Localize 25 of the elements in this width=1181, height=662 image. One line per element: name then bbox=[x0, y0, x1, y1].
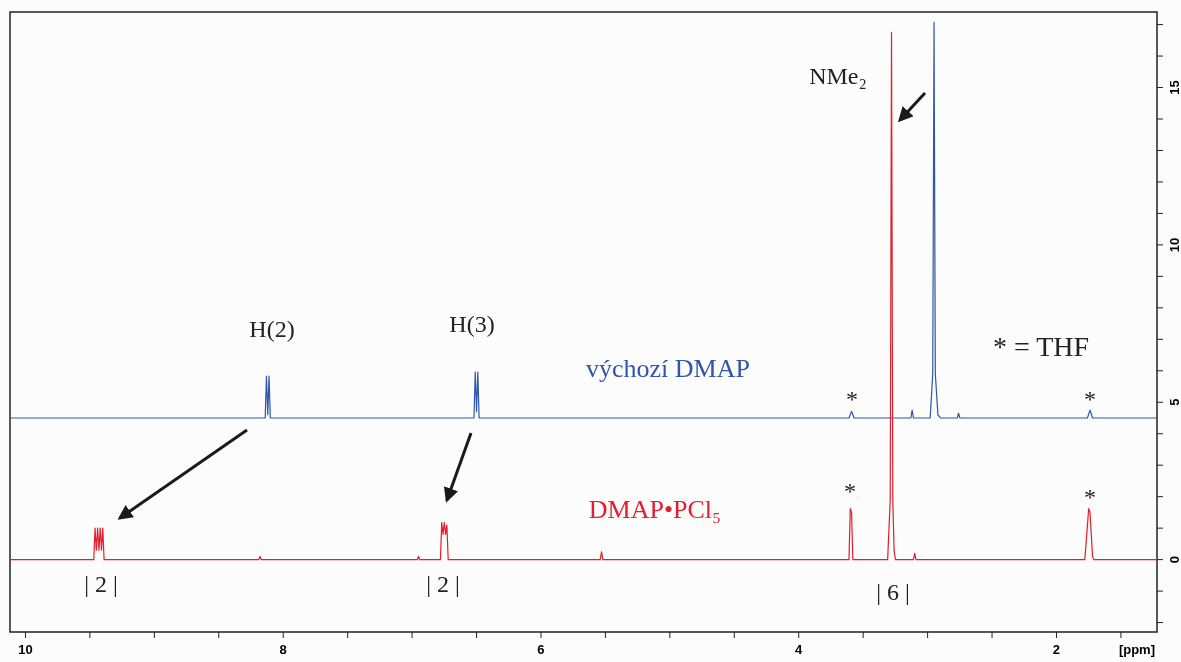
y-tick-label: 15 bbox=[1167, 80, 1181, 95]
x-tick-label: 4 bbox=[795, 642, 804, 657]
series-label: výchozí DMAP bbox=[586, 354, 750, 383]
annotation: * bbox=[846, 386, 858, 412]
annotation: * bbox=[844, 478, 856, 504]
annotation: | 2 | bbox=[426, 571, 460, 597]
x-tick-label: 8 bbox=[279, 642, 287, 657]
annotation: | 6 | bbox=[876, 579, 910, 605]
annotation: NMe₂ bbox=[809, 63, 867, 89]
annotation: * bbox=[1084, 386, 1096, 412]
line-series bbox=[9, 21, 1158, 419]
x-tick-label: 2 bbox=[1052, 642, 1061, 657]
annotation: H(2) bbox=[249, 316, 295, 342]
annotation: H(3) bbox=[449, 311, 495, 337]
x-tick-label: 10 bbox=[18, 642, 33, 657]
annotation: | 2 | bbox=[84, 571, 118, 597]
annotation: * = THF bbox=[992, 331, 1090, 362]
x-tick-label: 6 bbox=[537, 642, 545, 657]
y-tick-label: 5 bbox=[1167, 398, 1181, 406]
x-axis-title: [ppm] bbox=[1118, 642, 1155, 657]
series-label: DMAP•PCl₅ bbox=[588, 495, 722, 524]
y-tick-label: 10 bbox=[1167, 237, 1181, 253]
annotation: * bbox=[1084, 484, 1096, 510]
line-series bbox=[9, 31, 1158, 561]
y-tick-label: 0 bbox=[1167, 556, 1181, 564]
